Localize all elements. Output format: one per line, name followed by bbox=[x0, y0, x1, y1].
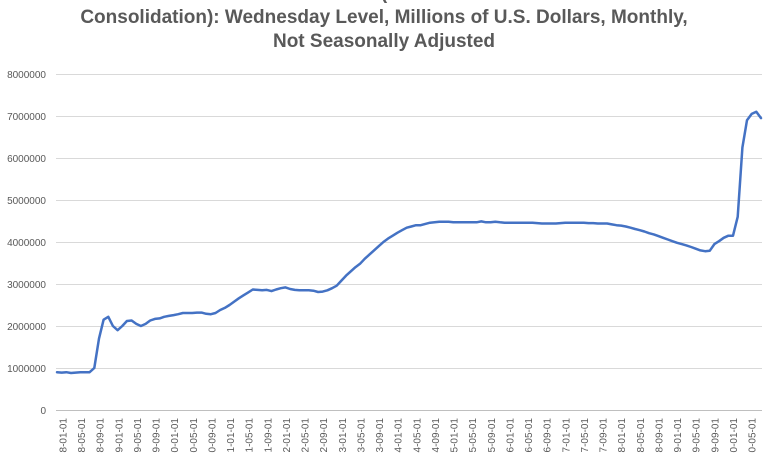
y-tick-label: 7000000 bbox=[7, 112, 46, 123]
chart-title-line-2: Not Seasonally Adjusted bbox=[272, 31, 496, 52]
x-tick-label: 1-09-01 bbox=[263, 418, 274, 453]
x-tick-label: 0-09-01 bbox=[208, 418, 219, 453]
x-tick-label: 3-09-01 bbox=[375, 418, 386, 453]
y-tick-label: 8000000 bbox=[7, 70, 46, 81]
x-tick-label: 4-05-01 bbox=[412, 418, 423, 453]
y-tick-label: 1000000 bbox=[7, 364, 46, 375]
x-tick-label: 7-09-01 bbox=[599, 418, 610, 453]
gridlines bbox=[56, 74, 762, 411]
y-tick-label: 3000000 bbox=[7, 280, 46, 291]
x-tick-label: 4-09-01 bbox=[431, 418, 442, 453]
x-tick-label: 9-05-01 bbox=[692, 418, 703, 453]
x-tick-label: 7-05-01 bbox=[580, 418, 591, 453]
y-tick-label: 2000000 bbox=[7, 322, 46, 333]
x-tick-label: 8-01-01 bbox=[617, 418, 628, 453]
x-tick-label: 5-05-01 bbox=[468, 418, 479, 453]
x-tick-label: 7-01-01 bbox=[561, 418, 572, 453]
x-tick-label: 5-01-01 bbox=[450, 418, 461, 453]
x-tick-label: 0-05-01 bbox=[189, 418, 200, 453]
x-tick-label: 9-09-01 bbox=[152, 418, 163, 453]
x-tick-label: 9-01-01 bbox=[114, 418, 125, 453]
x-tick-label: 2-01-01 bbox=[282, 418, 293, 453]
x-tick-label: 6-09-01 bbox=[543, 418, 554, 453]
x-tick-label: 0-01-01 bbox=[170, 418, 181, 453]
series-layer bbox=[55, 110, 763, 375]
x-tick-label: 1-05-01 bbox=[245, 418, 256, 453]
x-tick-label: 8-05-01 bbox=[77, 418, 88, 453]
x-tick-label: 3-05-01 bbox=[356, 418, 367, 453]
chart-title: ( Consolidation): Wednesday Level, Milli… bbox=[0, 0, 768, 54]
x-tick-label: 0-05-01 bbox=[748, 418, 759, 453]
y-axis-tick-labels: 0 1000000 2000000 3000000 4000000 5000000 6000… bbox=[7, 70, 46, 417]
chart-title-line-1: Consolidation): Wednesday Level, Million… bbox=[80, 7, 688, 28]
x-tick-label: 6-01-01 bbox=[505, 418, 516, 453]
series-line-0 bbox=[55, 110, 763, 375]
x-tick-label: 0-01-01 bbox=[729, 418, 740, 453]
x-tick-label: 8-01-01 bbox=[59, 418, 70, 453]
x-axis-tick-labels: 8-01-01 8-05-01 8-09-01 9-01-01 9-05-01 9-09-… bbox=[59, 418, 759, 453]
x-tick-label: 6-05-01 bbox=[524, 418, 535, 453]
x-tick-label: 2-05-01 bbox=[301, 418, 312, 453]
y-tick-label: 4000000 bbox=[7, 238, 46, 249]
x-tick-label: 8-09-01 bbox=[654, 418, 665, 453]
y-tick-label: 6000000 bbox=[7, 154, 46, 165]
x-tick-label: 1-01-01 bbox=[226, 418, 237, 453]
x-tick-label: 5-09-01 bbox=[487, 418, 498, 453]
x-tick-label: 9-01-01 bbox=[673, 418, 684, 453]
x-tick-label: 4-01-01 bbox=[394, 418, 405, 453]
x-tick-label: 9-05-01 bbox=[133, 418, 144, 453]
y-tick-label: 5000000 bbox=[7, 196, 46, 207]
x-tick-label: 8-05-01 bbox=[636, 418, 647, 453]
chart-title-line-partial: ( bbox=[0, 0, 768, 6]
y-tick-label: 0 bbox=[40, 406, 46, 417]
x-tick-label: 9-09-01 bbox=[710, 418, 721, 453]
x-tick-label: 8-09-01 bbox=[96, 418, 107, 453]
x-tick-label: 3-01-01 bbox=[338, 418, 349, 453]
x-tick-label: 2-09-01 bbox=[319, 418, 330, 453]
